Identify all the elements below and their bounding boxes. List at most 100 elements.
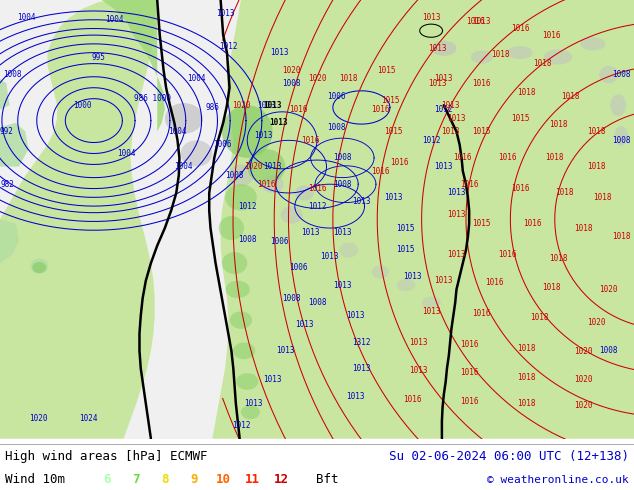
- Text: 1020: 1020: [574, 347, 593, 356]
- Text: 1018: 1018: [517, 373, 536, 382]
- Ellipse shape: [610, 94, 626, 116]
- Text: 1020: 1020: [599, 285, 618, 294]
- Text: 1008: 1008: [282, 79, 301, 88]
- Ellipse shape: [599, 66, 618, 83]
- Text: 8: 8: [161, 473, 169, 486]
- Text: 1016: 1016: [371, 105, 390, 114]
- Text: 1018: 1018: [555, 189, 574, 197]
- Text: 986: 986: [205, 103, 219, 112]
- Text: 1015: 1015: [396, 223, 415, 233]
- Text: 1018: 1018: [593, 193, 612, 202]
- Text: 1013: 1013: [384, 193, 403, 202]
- Text: 1013: 1013: [244, 399, 263, 408]
- Text: 1013: 1013: [254, 131, 273, 141]
- Text: 1016: 1016: [460, 397, 479, 406]
- Text: 1015: 1015: [472, 219, 491, 228]
- Text: 1018: 1018: [561, 92, 580, 101]
- Text: 1012: 1012: [434, 105, 453, 114]
- Text: 1015: 1015: [472, 127, 491, 136]
- Polygon shape: [0, 123, 29, 167]
- Ellipse shape: [30, 259, 48, 274]
- Text: 992: 992: [0, 127, 13, 136]
- Text: 1006: 1006: [327, 92, 346, 101]
- Text: 986 1000: 986 1000: [134, 94, 171, 103]
- Text: 1008: 1008: [225, 171, 244, 180]
- Text: 1016: 1016: [523, 219, 542, 228]
- Ellipse shape: [236, 373, 259, 390]
- Ellipse shape: [219, 216, 244, 240]
- Ellipse shape: [222, 105, 273, 158]
- Text: 1013: 1013: [434, 162, 453, 171]
- Polygon shape: [0, 220, 19, 263]
- Text: 1018: 1018: [586, 162, 605, 171]
- Ellipse shape: [247, 149, 285, 184]
- Ellipse shape: [261, 175, 284, 193]
- Text: 1008: 1008: [3, 70, 22, 79]
- Text: 982: 982: [1, 180, 15, 189]
- Text: 1015: 1015: [396, 245, 415, 254]
- Text: 1018: 1018: [545, 153, 564, 162]
- Text: Wind 10m: Wind 10m: [5, 473, 65, 486]
- Text: 1020: 1020: [574, 375, 593, 384]
- Text: 1018: 1018: [542, 283, 561, 292]
- Text: 1018: 1018: [533, 59, 552, 68]
- Text: 1016: 1016: [301, 136, 320, 145]
- Text: 1008: 1008: [612, 136, 631, 145]
- Text: 1013: 1013: [352, 197, 371, 206]
- Text: 1013: 1013: [216, 9, 235, 18]
- Text: 1013: 1013: [422, 307, 441, 316]
- Polygon shape: [0, 79, 10, 110]
- Text: 1013: 1013: [428, 79, 447, 88]
- Ellipse shape: [470, 50, 493, 64]
- Ellipse shape: [165, 103, 203, 134]
- Ellipse shape: [543, 49, 572, 65]
- Text: High wind areas [hPa] ECMWF: High wind areas [hPa] ECMWF: [5, 450, 207, 463]
- Text: 1013: 1013: [403, 272, 422, 281]
- Text: 1016: 1016: [472, 309, 491, 318]
- Text: 1024: 1024: [79, 415, 98, 423]
- Text: 1013: 1013: [434, 276, 453, 285]
- Text: 1013: 1013: [447, 210, 466, 220]
- Text: 1016: 1016: [460, 340, 479, 349]
- Text: 1013: 1013: [269, 118, 288, 127]
- Text: 1008: 1008: [599, 346, 618, 355]
- Text: 1013: 1013: [441, 101, 460, 110]
- Text: 1015: 1015: [380, 97, 399, 105]
- Text: 1013: 1013: [447, 189, 466, 197]
- Polygon shape: [101, 0, 165, 132]
- Text: 995: 995: [91, 52, 105, 62]
- Text: 1013: 1013: [346, 311, 365, 320]
- Text: 11: 11: [245, 473, 260, 486]
- Text: 1013: 1013: [409, 338, 428, 346]
- Text: 1008: 1008: [282, 294, 301, 303]
- Text: 1012: 1012: [422, 136, 441, 145]
- Text: 1018: 1018: [517, 399, 536, 408]
- Text: 1006: 1006: [288, 263, 307, 272]
- Ellipse shape: [280, 206, 303, 223]
- Text: 1018: 1018: [548, 121, 567, 129]
- Text: 1018: 1018: [517, 344, 536, 353]
- Ellipse shape: [580, 37, 605, 50]
- Text: 1020: 1020: [586, 318, 605, 327]
- Text: 1008: 1008: [333, 180, 352, 189]
- Ellipse shape: [226, 281, 250, 298]
- Text: 1013: 1013: [263, 375, 282, 384]
- Text: 1016: 1016: [542, 30, 561, 40]
- Text: 1016: 1016: [472, 79, 491, 88]
- Ellipse shape: [372, 265, 389, 278]
- Text: 1016: 1016: [288, 105, 307, 114]
- Text: 1016: 1016: [498, 250, 517, 259]
- Text: 1016: 1016: [307, 184, 327, 193]
- Text: 1015: 1015: [377, 66, 396, 74]
- Text: 1012: 1012: [307, 201, 327, 211]
- Text: 1004: 1004: [187, 74, 206, 83]
- Text: 1012: 1012: [219, 42, 238, 50]
- Text: 1013: 1013: [409, 366, 428, 375]
- Text: 1018: 1018: [586, 127, 605, 136]
- Text: 1018: 1018: [612, 232, 631, 241]
- Text: 1016: 1016: [510, 184, 529, 193]
- Text: 7: 7: [132, 473, 139, 486]
- Text: 1013: 1013: [434, 74, 453, 83]
- Text: 1008: 1008: [307, 298, 327, 307]
- Text: 1020: 1020: [307, 74, 327, 83]
